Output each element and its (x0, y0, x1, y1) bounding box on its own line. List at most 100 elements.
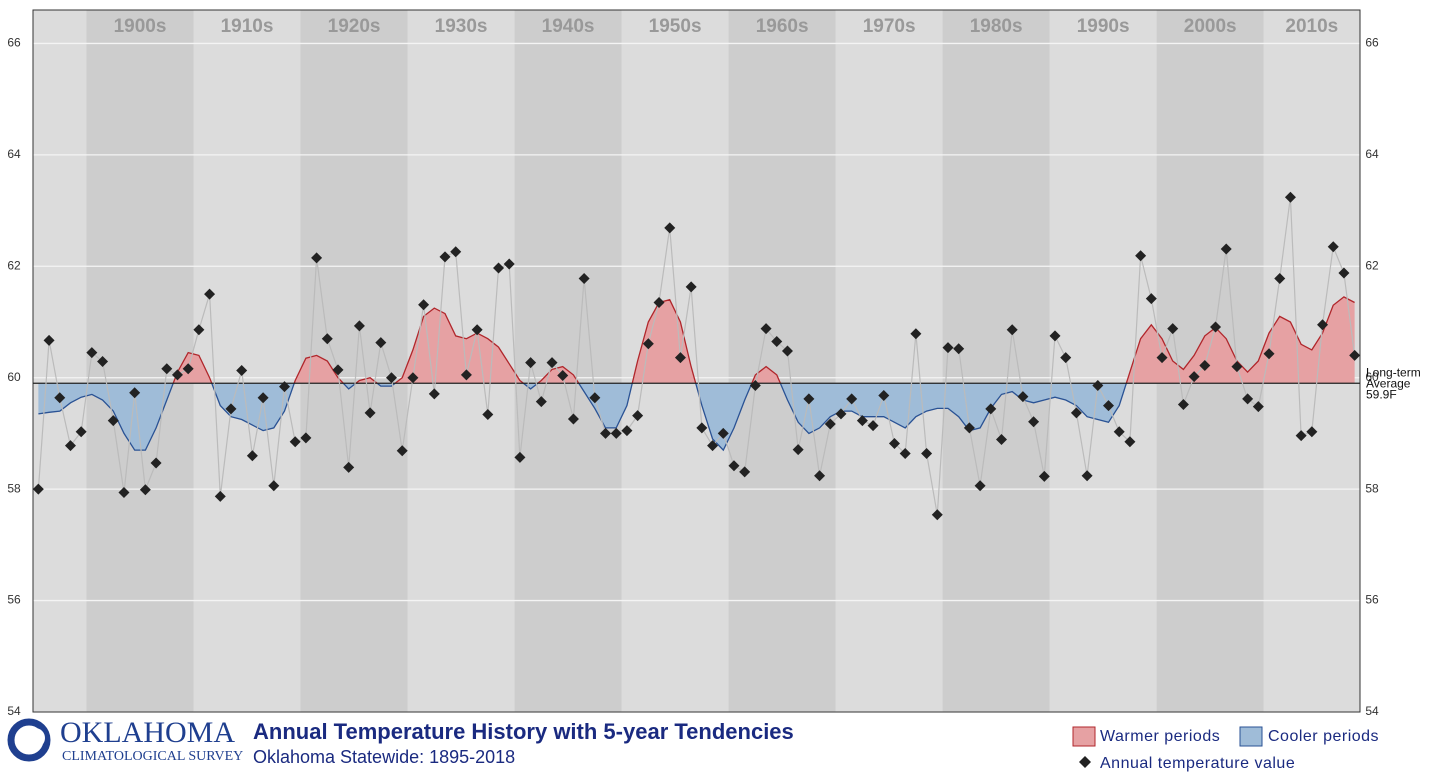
annual-point (332, 364, 344, 376)
annual-point (674, 352, 686, 364)
annual-point (974, 480, 986, 492)
decade-label: 1930s (435, 16, 488, 37)
annual-point (1274, 273, 1286, 285)
annual-point (1295, 430, 1307, 442)
decade-label: 1950s (649, 16, 702, 37)
annual-point (1156, 352, 1168, 364)
annual-point (878, 390, 890, 402)
annual-point (204, 288, 216, 300)
y2-tick-label: 56 (1365, 593, 1379, 607)
annual-point (1284, 191, 1296, 203)
annual-point (963, 422, 975, 434)
annual-point (1252, 401, 1264, 413)
logo-icon (7, 718, 51, 762)
annual-point (1038, 470, 1050, 482)
annual-point (1028, 416, 1040, 428)
annual-point (985, 403, 997, 415)
annual-point (1177, 398, 1189, 410)
decade-label: 1900s (114, 16, 167, 37)
annual-point (171, 369, 183, 381)
decade-label: 1980s (970, 16, 1023, 37)
annual-point (760, 323, 772, 335)
annual-point (107, 415, 119, 427)
annual-point (268, 480, 280, 492)
annual-point (428, 388, 440, 400)
annual-point (1199, 359, 1211, 371)
annual-point (1167, 323, 1179, 335)
annual-line (37, 197, 1356, 515)
annual-point (460, 369, 472, 381)
annual-point (1210, 321, 1222, 333)
y2-tick-label: 54 (1365, 704, 1379, 718)
y-tick-label: 54 (7, 704, 21, 718)
annual-point (535, 396, 547, 408)
annual-point (814, 470, 826, 482)
annual-point (685, 281, 697, 293)
annual-point (1135, 250, 1147, 262)
decade-band (835, 10, 943, 712)
annual-point (64, 440, 76, 452)
annual-point (1349, 349, 1361, 361)
annual-point (1263, 348, 1275, 360)
annual-point (707, 440, 719, 452)
annual-point (161, 363, 173, 375)
annual-point (803, 393, 815, 405)
annual-point (567, 413, 579, 425)
annual-point (503, 258, 515, 270)
annual-point (846, 393, 858, 405)
annual-point (471, 324, 483, 336)
annual-point (193, 324, 205, 336)
logo-subname: CLIMATOLOGICAL SURVEY (62, 749, 243, 764)
annual-point (856, 415, 868, 427)
annual-point (995, 434, 1007, 446)
annual-point (450, 246, 462, 258)
annual-point (1242, 393, 1254, 405)
annual-point (1317, 319, 1329, 331)
annual-point (621, 425, 633, 437)
annual-point (557, 369, 569, 381)
y2-tick-label: 58 (1365, 481, 1379, 495)
annual-point (728, 460, 740, 472)
annual-point (278, 381, 290, 393)
average-value-label: 59.9F (1366, 387, 1397, 401)
annual-point (664, 222, 676, 234)
annual-point (1092, 380, 1104, 392)
annual-point (696, 422, 708, 434)
y-tick-label: 66 (7, 36, 21, 50)
chart-title: Annual Temperature History with 5-year T… (253, 719, 794, 744)
y-tick-label: 58 (7, 481, 21, 495)
legend-marker (1079, 756, 1091, 768)
annual-point (781, 345, 793, 357)
annual-point (600, 427, 612, 439)
annual-point (439, 251, 451, 263)
average-label: Average (1366, 376, 1411, 390)
annual-point (386, 372, 398, 384)
decade-label: 1920s (328, 16, 381, 37)
annual-point (953, 343, 965, 355)
decade-label: 2000s (1184, 16, 1237, 37)
annual-point (1070, 407, 1082, 419)
decade-label: 2010s (1285, 16, 1338, 37)
annual-point (118, 486, 130, 498)
annual-point (1327, 241, 1339, 253)
annual-point (289, 436, 301, 448)
annual-point (86, 347, 98, 359)
annual-point (1006, 324, 1018, 336)
annual-point (899, 447, 911, 459)
annual-point (1081, 470, 1093, 482)
annual-point (1231, 361, 1243, 373)
annual-point (867, 420, 879, 432)
annual-point (888, 437, 900, 449)
annual-point (1113, 426, 1125, 438)
annual-point (482, 408, 494, 420)
annual-point (257, 392, 269, 404)
decade-band (193, 10, 301, 712)
warmer-area (173, 296, 1355, 384)
annual-point (32, 483, 44, 495)
decade-band (728, 10, 836, 712)
annual-point (75, 426, 87, 438)
annual-point (1220, 243, 1232, 255)
decade-label: 1940s (542, 16, 595, 37)
